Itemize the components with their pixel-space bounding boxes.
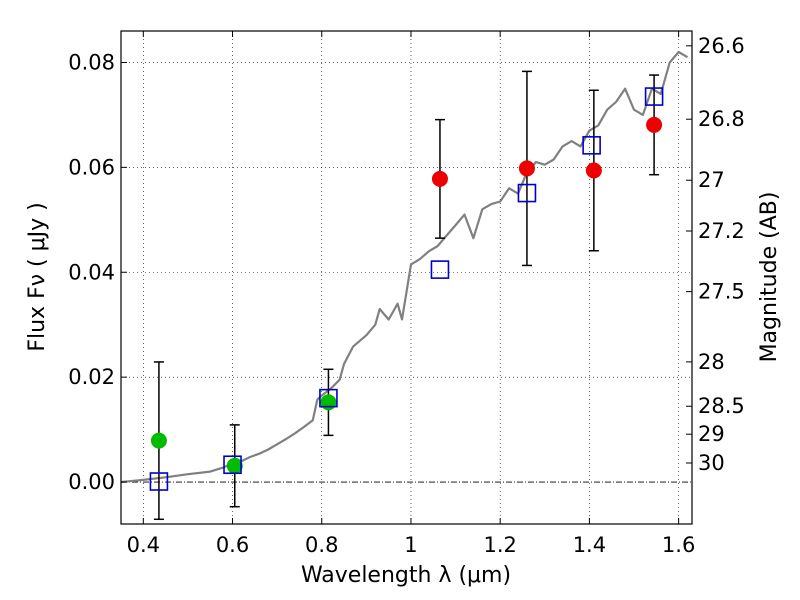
y-tick-label: 0.06: [68, 155, 115, 179]
x-tick-label: 1: [404, 533, 417, 557]
green-data-point: [320, 394, 337, 411]
plot-frame: [120, 30, 693, 525]
red-data-point: [518, 160, 535, 177]
right-tick-label: 27.5: [698, 280, 745, 304]
y-tick-label: 0.04: [68, 260, 115, 284]
y-tick-label: 0.00: [68, 470, 115, 494]
model-photometry-square: [644, 87, 664, 106]
plot-area: [121, 50, 689, 521]
right-axis-label: Magnitude (AB): [757, 192, 782, 363]
plot-background: [121, 31, 692, 524]
model-photometry-square: [149, 472, 169, 491]
x-axis-label: Wavelength λ (μm): [301, 563, 511, 588]
y-tick-label: 0.02: [68, 365, 115, 389]
model-photometry-square: [430, 260, 450, 279]
right-tick-label: 27: [698, 168, 725, 192]
green-data-point: [226, 457, 243, 474]
x-axis-ticks: 0.4 0.6 0.8 1 1.2 1.4 1.6: [127, 31, 695, 557]
y-axis-ticks: 0.00 0.02 0.04 0.06 0.08: [68, 50, 127, 494]
red-data-point: [646, 116, 663, 133]
red-data-point: [431, 170, 448, 187]
y-axis-label: Flux Fν ( μJy ): [25, 202, 50, 351]
right-tick-label: 28.5: [698, 394, 745, 418]
right-tick-label: 30: [698, 451, 725, 475]
x-tick-label: 1.2: [483, 533, 516, 557]
right-tick-label: 28: [698, 350, 725, 374]
x-tick-label: 1.4: [573, 533, 606, 557]
x-tick-label: 0.8: [305, 533, 338, 557]
model-photometry-square: [223, 455, 242, 475]
right-axis-ticks: 26.6 26.8 27 27.2 27.5 28 28.5 29 30: [686, 34, 745, 475]
model-photometry-square: [517, 183, 537, 203]
model-photometry-square: [319, 388, 338, 408]
right-tick-label: 26.8: [698, 107, 745, 131]
right-tick-label: 26.6: [698, 34, 745, 58]
model-photometry-square: [582, 136, 601, 155]
red-data-point: [585, 162, 602, 179]
green-data-point: [150, 432, 167, 449]
x-tick-label: 0.6: [216, 533, 249, 557]
right-tick-label: 29: [698, 422, 725, 446]
right-tick-label: 27.2: [698, 219, 745, 243]
y-tick-label: 0.08: [68, 50, 115, 74]
model-spectrum-line: [121, 50, 689, 484]
x-tick-label: 1.6: [662, 533, 695, 557]
x-tick-label: 0.4: [127, 533, 160, 557]
